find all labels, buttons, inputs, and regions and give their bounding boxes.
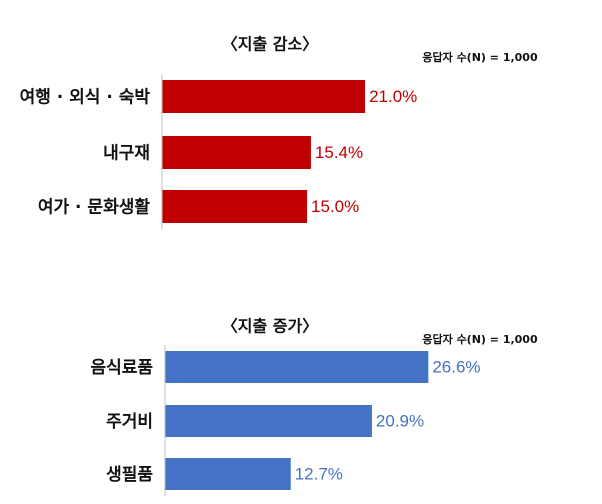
category-label: 내구재 xyxy=(103,144,150,164)
bar xyxy=(162,190,308,223)
bar xyxy=(162,80,366,113)
note: 응답자 수(N) = 1,000 xyxy=(422,332,538,346)
value-label: 15.0% xyxy=(311,197,359,216)
category-label: 음식료품 xyxy=(90,358,153,378)
category-label: 주거비 xyxy=(106,412,153,432)
value-label: 12.7% xyxy=(295,464,343,483)
note: 응답자 수(N) = 1,000 xyxy=(422,50,538,64)
category-label: 여행 · 외식 · 숙박 xyxy=(20,88,151,108)
chart-title: 〈지출 감소〉 xyxy=(222,35,318,54)
value-label: 26.6% xyxy=(432,357,480,376)
value-label: 15.4% xyxy=(315,143,363,162)
chart-title: 〈지출 증가〉 xyxy=(222,317,318,336)
category-label: 생필품 xyxy=(106,465,153,485)
bar xyxy=(165,405,372,437)
bar xyxy=(165,458,291,490)
category-label: 여가 · 문화생활 xyxy=(38,197,150,218)
value-label: 21.0% xyxy=(369,87,417,106)
value-label: 20.9% xyxy=(376,411,424,430)
bar xyxy=(162,136,311,169)
bar xyxy=(165,351,429,383)
